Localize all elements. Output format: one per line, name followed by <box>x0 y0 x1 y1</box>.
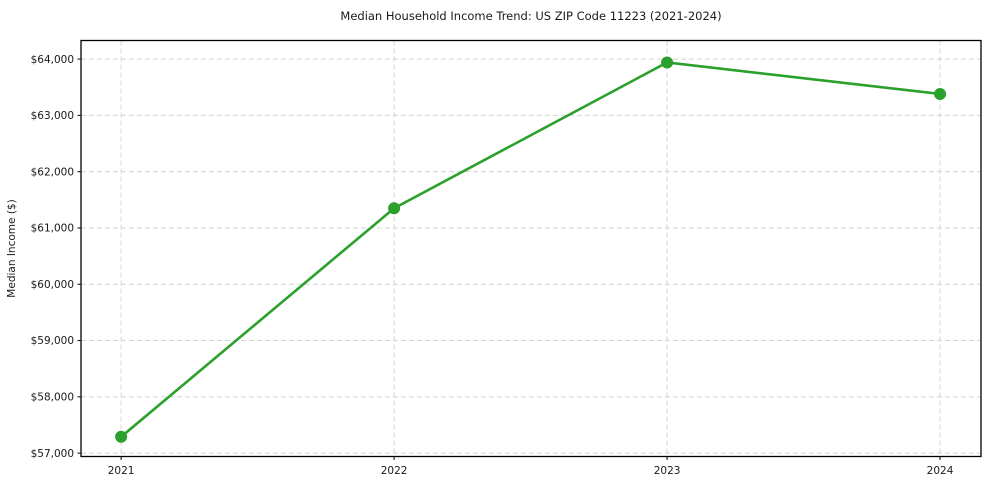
tick-marks <box>77 58 941 460</box>
data-point <box>661 56 674 69</box>
y-tick-label: $62,000 <box>31 166 74 178</box>
x-tick-label: 2022 <box>381 465 408 477</box>
gridlines <box>81 40 981 457</box>
x-tick-label: 2024 <box>927 465 954 477</box>
y-tick-label: $57,000 <box>31 448 74 460</box>
data-line <box>119 61 942 439</box>
data-point <box>934 87 947 100</box>
data-point <box>388 202 401 215</box>
y-tick-label: $58,000 <box>31 392 74 404</box>
y-tick-label: $60,000 <box>31 279 74 291</box>
chart-title: Median Household Income Trend: US ZIP Co… <box>340 9 721 23</box>
x-tick-label: 2021 <box>108 465 135 477</box>
y-tick-label: $61,000 <box>31 223 74 235</box>
y-tick-label: $59,000 <box>31 335 74 347</box>
data-series <box>115 56 947 443</box>
y-tick-label: $64,000 <box>31 54 74 66</box>
plot-frame <box>80 39 982 458</box>
y-tick-label: $63,000 <box>31 110 74 122</box>
data-point <box>115 430 128 443</box>
tick-labels: $57,000 $58,000 $59,000 $60,000 $61,000 $62,0… <box>31 54 954 477</box>
y-axis-label: Median Income ($) <box>6 199 18 297</box>
x-tick-label: 2023 <box>654 465 681 477</box>
